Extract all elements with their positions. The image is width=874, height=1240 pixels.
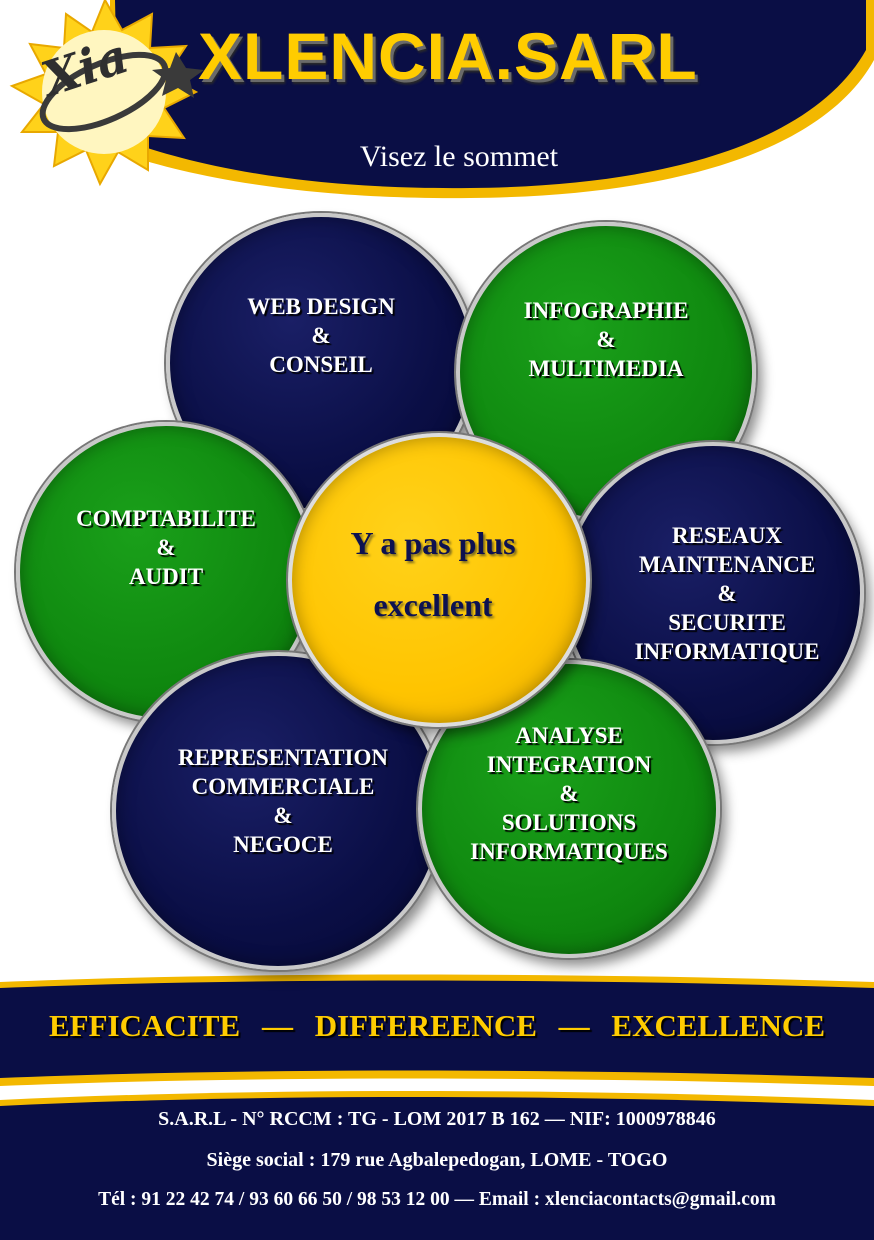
footer-contact: Tél : 91 22 42 74 / 93 60 66 50 / 98 53 … <box>98 1189 776 1210</box>
motto-separator: — <box>261 1008 293 1043</box>
service-line: & <box>717 580 737 606</box>
service-line: & <box>311 322 331 348</box>
service-line: & <box>559 780 579 806</box>
motto: EFFICACITE — DIFFEREENCE — EXCELLENCE <box>0 1008 874 1044</box>
service-line: MULTIMEDIA <box>528 355 684 381</box>
service-line: SECURITE <box>668 609 786 635</box>
motto-word-efficacite: EFFICACITE <box>48 1008 241 1043</box>
service-line: & <box>596 326 616 352</box>
motto-word-excellence: EXCELLENCE <box>611 1008 825 1043</box>
logo-star-center <box>42 30 166 154</box>
service-label: REPRESENTATION COMMERCIALE & NEGOCE <box>178 743 388 859</box>
footer-navy-band <box>0 1097 874 1240</box>
service-line: COMPTABILITE <box>76 505 256 531</box>
service-line: SOLUTIONS <box>501 809 637 835</box>
service-line: MAINTENANCE <box>638 551 816 577</box>
service-label: RESEAUX MAINTENANCE & SECURITE INFORMATI… <box>635 521 820 666</box>
footer-legal: S.A.R.L - N° RCCM : TG - LOM 2017 B 162 … <box>158 1108 716 1130</box>
footer-address: Siège social : 179 rue Agbalepedogan, LO… <box>206 1149 668 1171</box>
service-label: ANALYSE INTEGRATION & SOLUTIONS INFORMAT… <box>470 721 668 866</box>
tagline: Visez le sommet <box>359 140 559 173</box>
center-circle: Y a pas plus excellent <box>288 433 590 727</box>
motto-word-difference: DIFFEREENCE <box>314 1008 537 1043</box>
service-line: & <box>273 803 293 828</box>
motto-navy-band <box>0 980 874 1078</box>
service-line: INTEGRATION <box>486 751 652 777</box>
service-line: COMMERCIALE <box>191 774 375 799</box>
service-line: INFOGRAPHIE <box>523 297 689 323</box>
motto-separator: — <box>558 1008 590 1043</box>
service-line: RESEAUX <box>672 522 782 548</box>
center-slogan-line: excellent <box>373 587 493 623</box>
service-line: INFORMATIQUES <box>470 838 668 864</box>
service-line: REPRESENTATION <box>177 745 389 770</box>
header-navy-band <box>115 0 866 189</box>
service-line: WEB DESIGN <box>247 293 395 319</box>
center-slogan: Y a pas plus excellent <box>350 512 515 636</box>
service-line: CONSEIL <box>269 351 373 377</box>
brand-name: XLENCIA.SARL <box>198 19 698 93</box>
service-line: & <box>156 534 176 560</box>
logo-swoosh <box>39 51 169 133</box>
center-slogan-line: Y a pas plus <box>350 525 516 561</box>
service-label: WEB DESIGN & CONSEIL <box>247 292 395 379</box>
logo-star-icon <box>152 52 204 98</box>
service-line: NEGOCE <box>233 832 333 857</box>
service-label: COMPTABILITE & AUDIT <box>76 504 256 591</box>
service-line: INFORMATIQUE <box>634 638 820 664</box>
service-label: INFOGRAPHIE & MULTIMEDIA <box>524 296 689 383</box>
service-line: AUDIT <box>128 563 204 589</box>
service-line: ANALYSE <box>515 722 623 748</box>
